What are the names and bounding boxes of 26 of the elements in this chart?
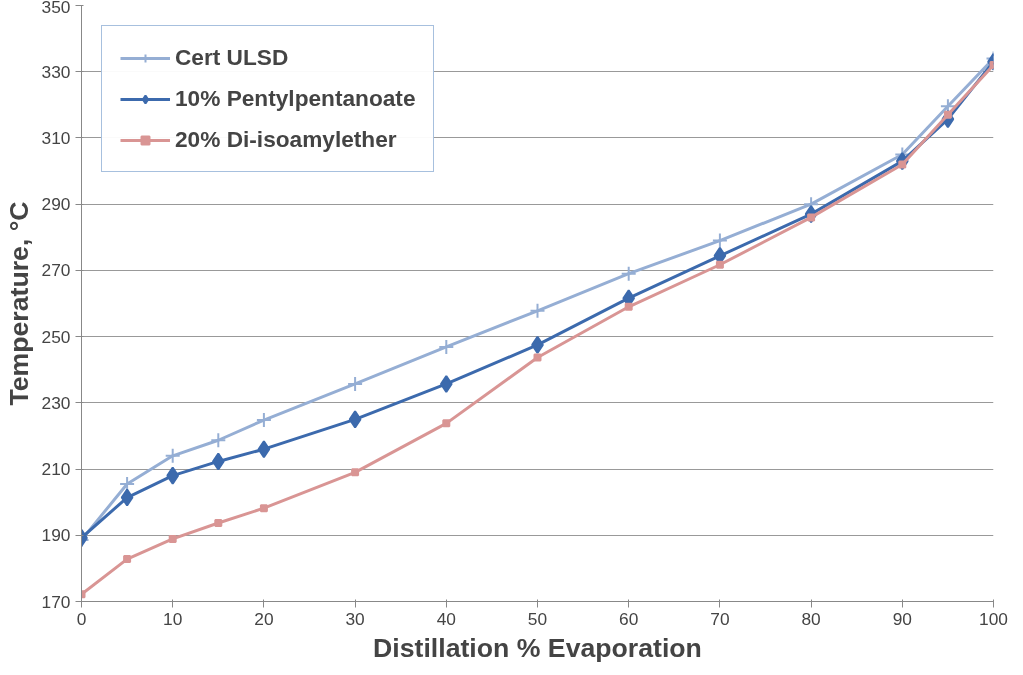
y-tick-label: 290 <box>41 194 71 215</box>
y-tick-label: 330 <box>41 61 71 82</box>
y-tick-label: 170 <box>41 591 71 612</box>
y-tick-label: 350 <box>41 0 71 17</box>
x-tick-label: 10 <box>163 608 183 629</box>
y-tick-label: 190 <box>41 525 71 546</box>
x-axis-title: Distillation % Evaporation <box>373 632 702 663</box>
x-tick-label: 30 <box>345 608 365 629</box>
legend-label: 10% Pentylpentanoate <box>175 85 416 112</box>
y-tick-label: 230 <box>41 392 71 413</box>
x-tick-label: 100 <box>979 608 1008 629</box>
x-tick-label: 80 <box>801 608 821 629</box>
x-tick-label: 0 <box>76 608 87 629</box>
x-tick-label: 50 <box>527 608 548 629</box>
legend-label: Cert ULSD <box>175 44 289 71</box>
x-tick-label: 20 <box>254 608 274 629</box>
legend-label: 20% Di-isoamylether <box>175 126 397 153</box>
y-axis-title: Temperature, °C <box>3 201 34 406</box>
x-tick-label: 40 <box>436 608 456 629</box>
y-tick-label: 310 <box>41 127 71 148</box>
y-tick-label: 210 <box>41 459 71 480</box>
x-tick-label: 90 <box>892 608 912 629</box>
y-tick-label: 250 <box>41 326 71 347</box>
x-tick-label: 70 <box>710 608 730 629</box>
y-tick-label: 270 <box>41 260 71 281</box>
x-tick-label: 60 <box>619 608 639 629</box>
